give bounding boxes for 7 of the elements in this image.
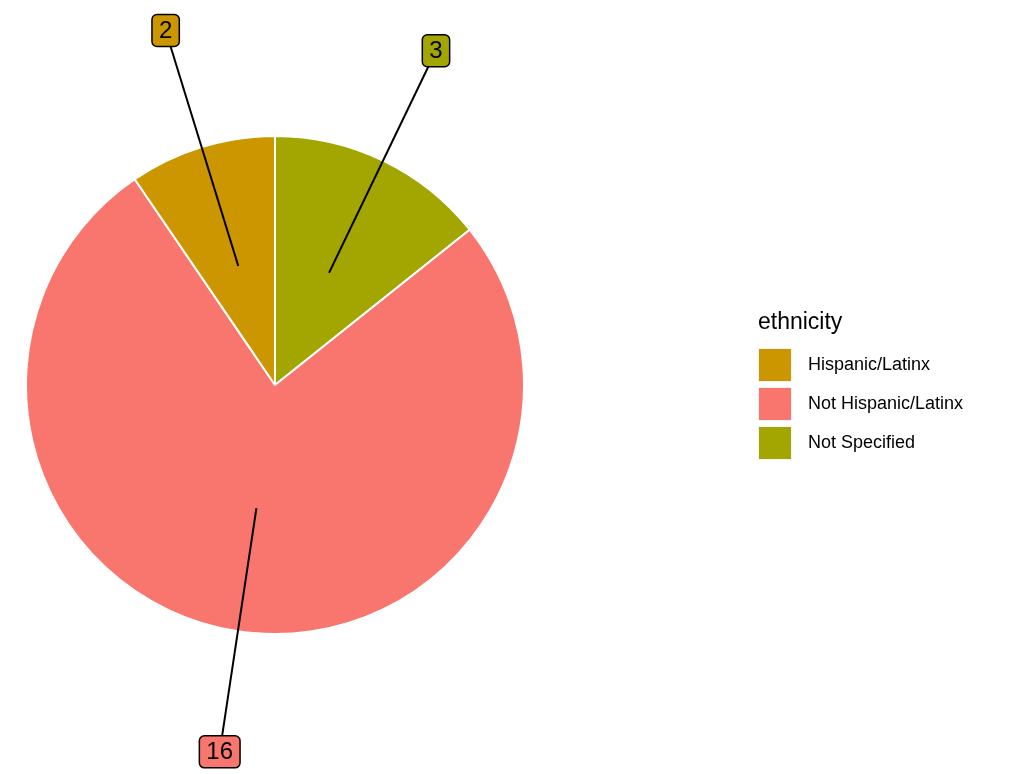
legend-label: Hispanic/Latinx: [808, 354, 931, 375]
data-label: 2: [158, 16, 173, 44]
legend-title: ethnicity: [758, 308, 844, 335]
data-label: 3: [429, 36, 443, 64]
data-label: 16: [206, 737, 234, 765]
legend-label: Not Hispanic/Latinx: [808, 393, 964, 414]
legend-label: Not Specified: [808, 432, 916, 453]
